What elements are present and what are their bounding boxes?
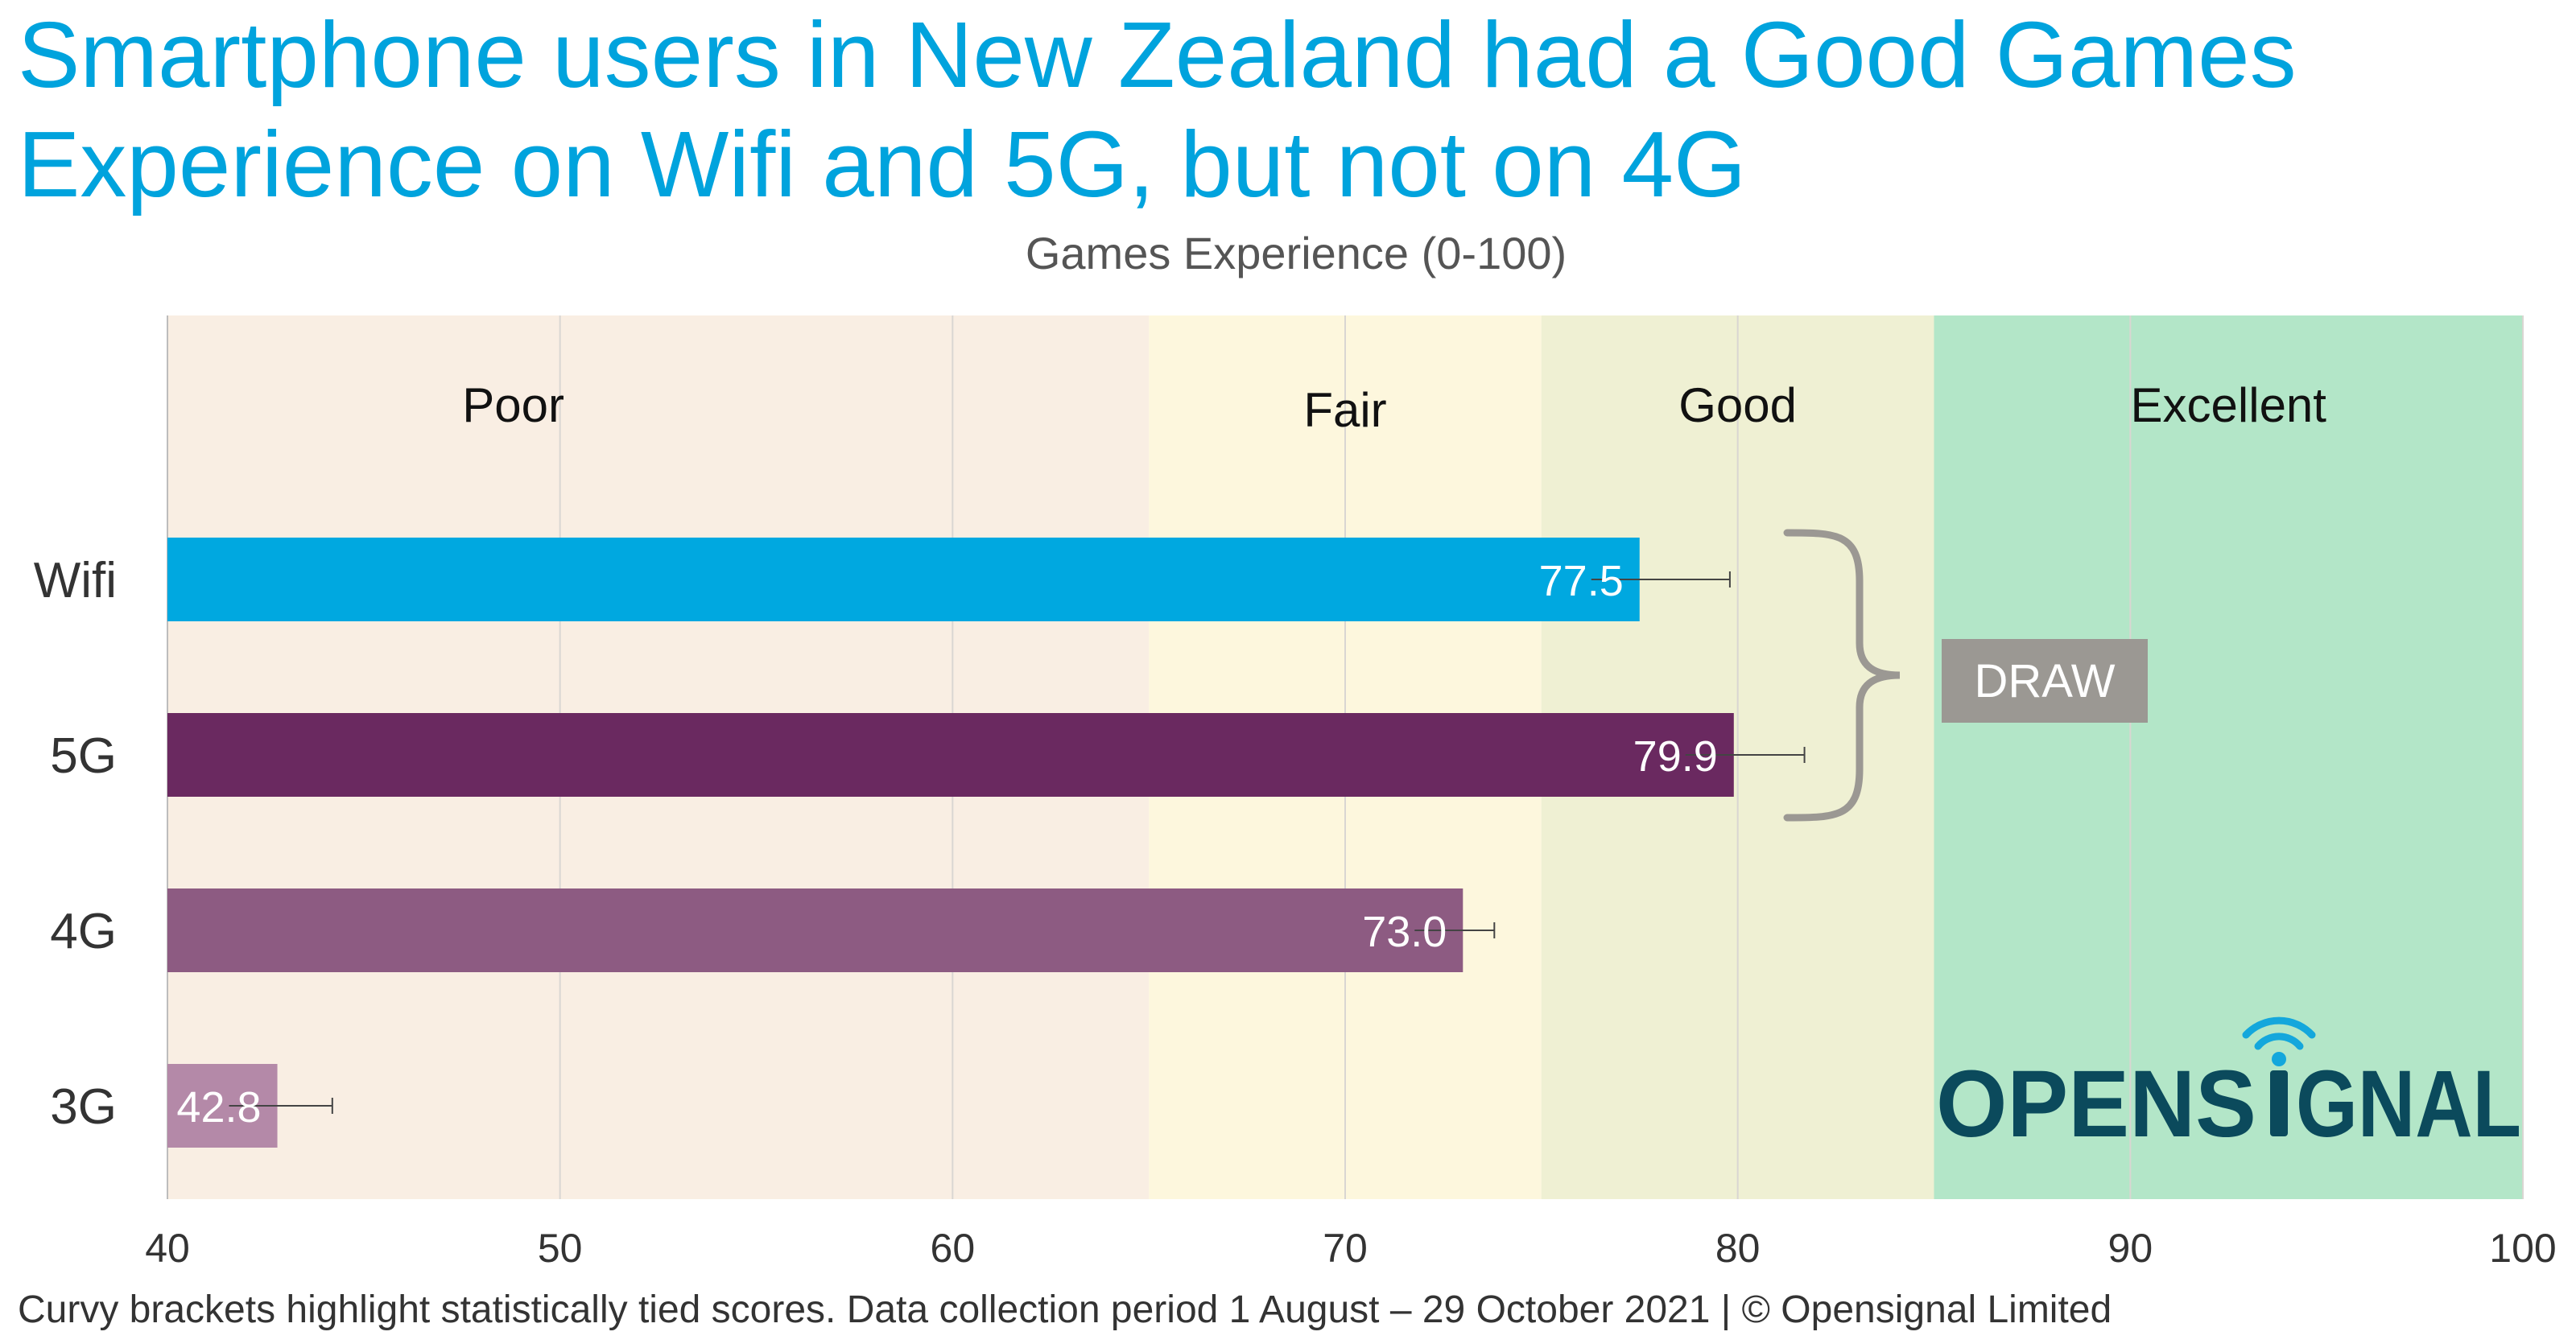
brand-logo-left: OPENS bbox=[1936, 1051, 2256, 1157]
signal-icon-arc-1 bbox=[2254, 1033, 2304, 1050]
value-label-5g: 79.9 bbox=[1633, 732, 1718, 781]
bar-4g bbox=[167, 888, 1463, 972]
bar-wifi bbox=[167, 538, 1640, 621]
signal-icon bbox=[2272, 1052, 2286, 1066]
x-tick-label: 100 bbox=[2489, 1226, 2556, 1271]
footer-note: Curvy brackets highlight statistically t… bbox=[18, 1288, 2112, 1331]
brand-logo-i bbox=[2270, 1070, 2288, 1136]
x-tick-label: 40 bbox=[145, 1226, 190, 1271]
category-label-wifi: Wifi bbox=[34, 553, 117, 608]
x-tick-label: 70 bbox=[1323, 1226, 1368, 1271]
x-tick-label: 50 bbox=[538, 1226, 583, 1271]
signal-icon-arc-2 bbox=[2242, 1016, 2316, 1039]
value-label-wifi: 77.5 bbox=[1539, 557, 1624, 605]
draw-label: DRAW bbox=[1974, 655, 2115, 707]
band-label-poor: Poor bbox=[462, 378, 564, 432]
value-label-4g: 73.0 bbox=[1362, 908, 1447, 956]
category-label-3g: 3G bbox=[50, 1079, 117, 1135]
x-axis-label: Games Experience (0-100) bbox=[1026, 228, 1567, 278]
category-label-4g: 4G bbox=[50, 904, 117, 959]
x-tick-label: 80 bbox=[1715, 1226, 1761, 1271]
category-label-5g: 5G bbox=[50, 728, 117, 784]
band-excellent bbox=[1934, 315, 2523, 1199]
x-tick-label: 90 bbox=[2108, 1226, 2153, 1271]
band-label-good: Good bbox=[1678, 378, 1797, 432]
brand-logo-right: GNAL bbox=[2296, 1051, 2521, 1157]
band-label-excellent: Excellent bbox=[2131, 378, 2327, 432]
chart-title: Smartphone users in New Zealand had a Go… bbox=[18, 2, 2297, 216]
tied-bracket bbox=[1783, 529, 1901, 822]
band-label-fair: Fair bbox=[1303, 383, 1386, 437]
bar-5g bbox=[167, 713, 1734, 797]
x-tick-label: 60 bbox=[931, 1226, 976, 1271]
value-label-3g: 42.8 bbox=[176, 1083, 261, 1132]
draw-badge bbox=[1942, 639, 2148, 723]
